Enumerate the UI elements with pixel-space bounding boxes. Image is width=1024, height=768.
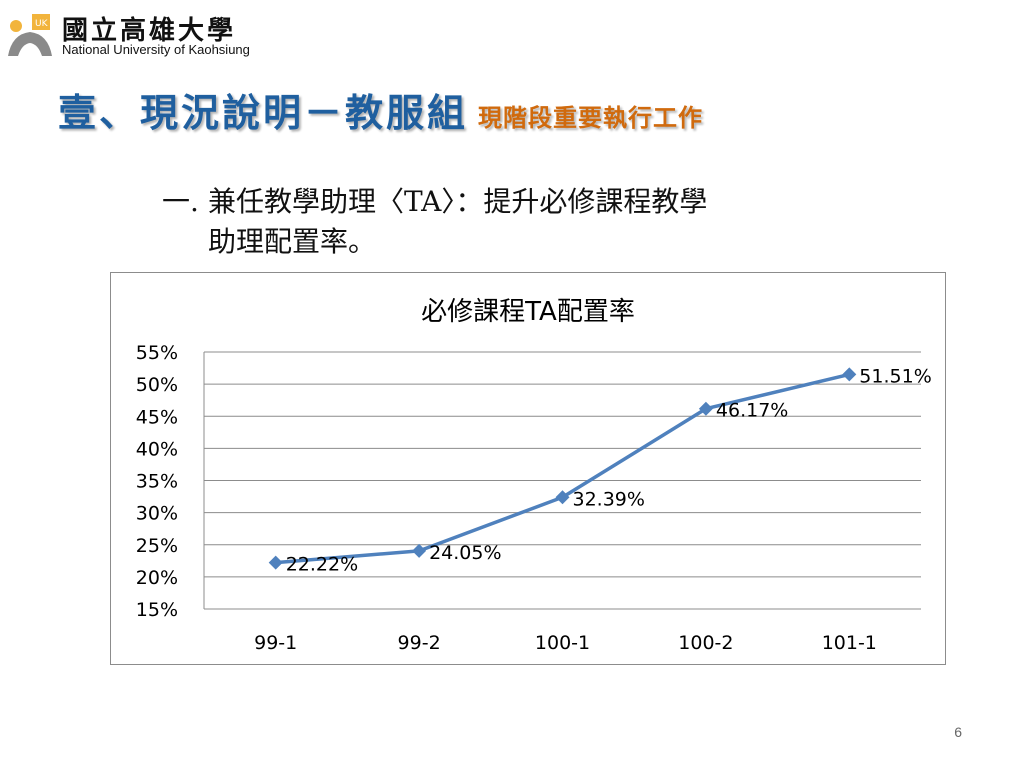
svg-text:UK: UK xyxy=(35,19,49,29)
data-label: 22.22% xyxy=(286,554,358,576)
university-name-english: National University of Kaohsiung xyxy=(62,42,250,57)
data-label: 24.05% xyxy=(429,542,501,564)
page-number: 6 xyxy=(954,724,962,740)
bullet-number: 一. xyxy=(162,185,199,218)
data-point-marker xyxy=(555,490,570,505)
bullet-point: 一. 兼任教學助理〈TA〉：提升必修課程教學 助理配置率。 xyxy=(162,182,882,262)
chart-plot-area: 15% 20% 25% 30% 35% 40% 45% 50% 55% 99-1 99-2 100-1… xyxy=(136,342,932,654)
data-point-marker xyxy=(842,367,857,382)
university-logo: UK 國立高雄大學 National University of Kaohsiu… xyxy=(6,8,286,60)
y-tick-label: 40% xyxy=(136,438,178,460)
bullet-text-1: 兼任教學助理〈TA〉：提升必修課程教學 xyxy=(208,185,708,218)
y-tick-label: 20% xyxy=(136,567,178,589)
y-tick-label: 15% xyxy=(136,599,178,621)
data-label: 46.17% xyxy=(716,400,788,422)
x-tick-label: 99-2 xyxy=(398,632,441,654)
university-name-chinese: 國立高雄大學 xyxy=(62,16,237,46)
nuk-logo-icon: UK xyxy=(6,12,54,60)
data-label: 32.39% xyxy=(573,488,645,510)
data-point-marker xyxy=(698,401,713,416)
chart-title: 必修課程TA配置率 xyxy=(421,297,635,327)
y-tick-label: 30% xyxy=(136,503,178,525)
x-tick-label: 100-2 xyxy=(678,632,733,654)
data-point-marker xyxy=(412,543,427,558)
bullet-line-1: 一. 兼任教學助理〈TA〉：提升必修課程教學 xyxy=(162,182,882,222)
y-tick-label: 50% xyxy=(136,374,178,396)
y-tick-label: 35% xyxy=(136,471,178,493)
data-label: 51.51% xyxy=(859,365,931,387)
y-tick-label: 45% xyxy=(136,406,178,428)
x-tick-label: 100-1 xyxy=(535,632,590,654)
line-chart: 必修課程TA配置率 15% 20% 25% 30% 35% 40% 45% 50% 55% 99-… xyxy=(110,272,946,665)
y-tick-label: 25% xyxy=(136,535,178,557)
slide-title-sub: 現階段重要執行工作 xyxy=(478,103,704,132)
y-tick-label: 55% xyxy=(136,342,178,364)
slide-title: 壹、現況說明－教服組 現階段重要執行工作 xyxy=(58,82,703,137)
slide-title-main: 壹、現況說明－教服組 xyxy=(58,90,469,135)
bullet-line-2: 助理配置率。 xyxy=(208,225,377,258)
x-tick-label: 99-1 xyxy=(254,632,297,654)
x-tick-label: 101-1 xyxy=(822,632,877,654)
data-point-marker xyxy=(268,555,283,570)
